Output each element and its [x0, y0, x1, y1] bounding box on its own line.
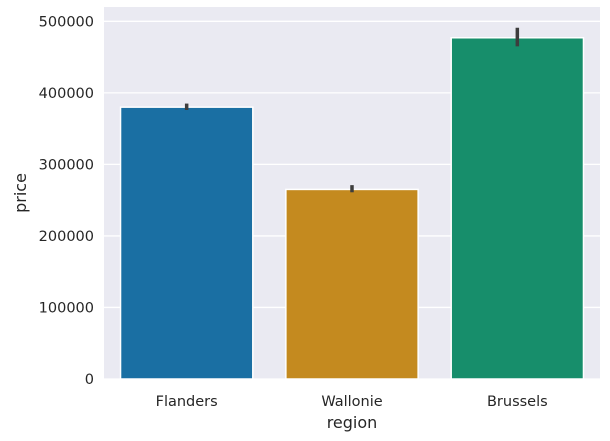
y-tick-label: 200000	[39, 229, 94, 245]
y-tick-label: 300000	[39, 157, 94, 173]
y-tick-label: 100000	[39, 300, 94, 316]
bar-flanders	[119, 106, 254, 380]
y-tick-label: 500000	[39, 14, 94, 30]
x-tick-label: Wallonie	[321, 394, 382, 410]
error-bars	[184, 27, 520, 193]
x-tick-label: Brussels	[487, 394, 548, 410]
x-axis-label: region	[327, 413, 378, 432]
y-tick-label: 400000	[39, 86, 94, 102]
x-tick-label: Flanders	[156, 394, 218, 410]
bars	[119, 37, 585, 380]
bar-brussels	[450, 37, 585, 380]
bar-wallonie	[285, 188, 419, 380]
y-tick-label: 0	[85, 372, 94, 388]
x-tick-labels: Flanders Wallonie Brussels	[156, 394, 548, 410]
y-tick-labels: 0 100000 200000 300000 400000 500000	[39, 14, 94, 388]
y-axis-label: price	[11, 173, 30, 213]
